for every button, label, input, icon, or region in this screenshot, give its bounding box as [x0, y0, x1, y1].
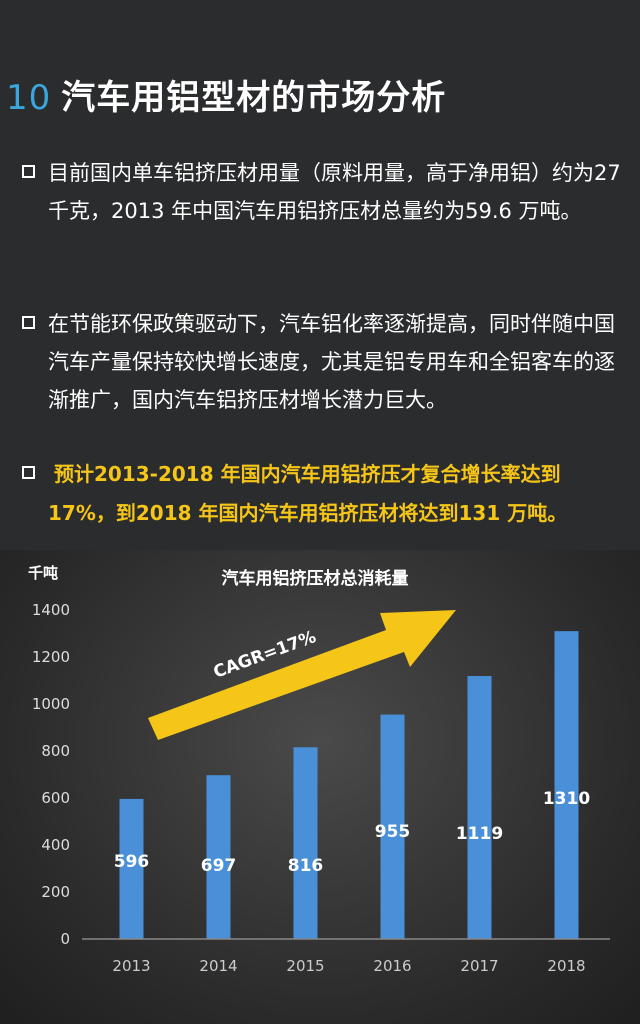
- bar: [119, 798, 144, 939]
- x-tick-label: 2013: [112, 957, 150, 975]
- square-bullet-icon: [22, 316, 35, 329]
- page-title: 10 汽车用铝型材的市场分析: [6, 70, 446, 119]
- bullet-text: 预计2013-2018 年国内汽车用铝挤压才复合增长率达到17%，到2018 年…: [48, 462, 568, 525]
- bullet-2: 在节能环保政策驱动下，汽车铝化率逐渐提高，同时伴随中国汽车产量保持较快增长速度，…: [22, 305, 622, 419]
- square-bullet-icon: [22, 466, 35, 479]
- y-tick-label: 1000: [32, 695, 70, 713]
- y-tick-label: 0: [60, 930, 70, 948]
- bar: [467, 676, 492, 939]
- x-tick-label: 2016: [373, 957, 411, 975]
- x-tick-label: 2014: [199, 957, 237, 975]
- chart-panel: 汽车用铝挤压材总消耗量 千吨 0 200 400 600 800 1000 1200 1400 20…: [0, 550, 640, 1024]
- data-label: 596: [114, 852, 150, 872]
- bullet-text: 在节能环保政策驱动下，汽车铝化率逐渐提高，同时伴随中国汽车产量保持较快增长速度，…: [48, 312, 615, 412]
- chart-title: 汽车用铝挤压材总消耗量: [222, 568, 409, 589]
- x-tick-label: 2017: [460, 957, 498, 975]
- bar: [293, 747, 318, 939]
- square-bullet-icon: [22, 165, 35, 178]
- bar: [554, 631, 579, 939]
- bullet-text: 目前国内单车铝挤压材用量（原料用量，高于净用铝）约为27 千克，2013 年中国…: [48, 161, 621, 223]
- data-label: 697: [201, 856, 237, 876]
- y-tick-label: 600: [41, 789, 70, 807]
- y-tick-label: 1200: [32, 648, 70, 666]
- section-number: 10: [6, 78, 52, 118]
- growth-arrow: [148, 610, 456, 740]
- y-tick-label: 800: [41, 742, 70, 760]
- bar: [206, 775, 231, 939]
- y-tick-label: 400: [41, 836, 70, 854]
- y-tick-label: 200: [41, 883, 70, 901]
- data-label: 1119: [456, 824, 503, 844]
- y-axis-label: 千吨: [28, 564, 58, 582]
- x-tick-label: 2018: [547, 957, 585, 975]
- bar-chart: 汽车用铝挤压材总消耗量 千吨 0 200 400 600 800 1000 1200 1400 20…: [28, 564, 610, 975]
- data-label: 955: [375, 822, 411, 842]
- bullet-3: 预计2013-2018 年国内汽车用铝挤压才复合增长率达到17%，到2018 年…: [22, 455, 622, 533]
- x-tick-label: 2015: [286, 957, 324, 975]
- data-label: 816: [288, 856, 324, 876]
- bullet-1: 目前国内单车铝挤压材用量（原料用量，高于净用铝）约为27 千克，2013 年中国…: [22, 154, 622, 230]
- title-text: 汽车用铝型材的市场分析: [61, 78, 447, 118]
- y-tick-label: 1400: [32, 601, 70, 619]
- bar: [380, 714, 405, 939]
- data-label: 1310: [543, 789, 590, 809]
